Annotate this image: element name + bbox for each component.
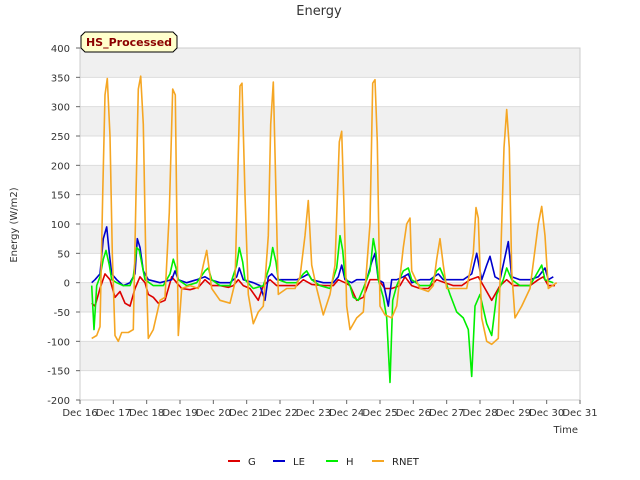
y-tick-label: 400 xyxy=(51,44,70,55)
x-tick-label: Dec 25 xyxy=(362,408,397,419)
y-axis-label: Energy (W/m2) xyxy=(9,187,20,262)
x-tick-label: Dec 23 xyxy=(296,408,331,419)
badge-label: HS_Processed xyxy=(86,36,172,49)
x-tick-label: Dec 30 xyxy=(529,408,564,419)
x-tick-label: Dec 26 xyxy=(396,408,431,419)
legend-label-le: LE xyxy=(293,457,305,468)
grid-lines xyxy=(79,47,581,401)
x-tick-label: Dec 29 xyxy=(496,408,531,419)
x-tick-label: Dec 22 xyxy=(262,408,297,419)
grid-band xyxy=(80,106,580,136)
x-tick-label: Dec 17 xyxy=(96,408,131,419)
y-tick-label: -150 xyxy=(47,367,70,378)
y-tick-label: 50 xyxy=(57,249,70,260)
y-tick-label: 250 xyxy=(51,132,70,143)
grid-band xyxy=(80,165,580,195)
y-tick-label: -50 xyxy=(54,308,70,319)
legend-label-h: H xyxy=(346,457,354,468)
y-tick-label: -100 xyxy=(47,337,70,348)
series-rnet-line xyxy=(91,75,558,346)
x-tick-label: Dec 16 xyxy=(62,408,97,419)
y-tick-label: 150 xyxy=(51,191,70,202)
x-tick-label: Dec 20 xyxy=(196,408,231,419)
x-tick-label: Dec 28 xyxy=(462,408,497,419)
grid-band xyxy=(80,224,580,254)
x-axis-label: Time xyxy=(553,425,578,436)
x-tick-label: Dec 19 xyxy=(162,408,197,419)
y-tick-label: 300 xyxy=(51,103,70,114)
x-tick-label: Dec 18 xyxy=(129,408,164,419)
legend: G LE H RNET xyxy=(228,457,420,468)
x-tick-label: Dec 31 xyxy=(562,408,597,419)
x-tick-label: Dec 27 xyxy=(429,408,464,419)
y-axis-ticks: 400 350 300 250 200 150 100 50 0 -50 -100 -150 -200 xyxy=(47,44,80,407)
y-tick-label: -200 xyxy=(47,396,70,407)
series-h-line xyxy=(90,234,554,384)
x-tick-label: Dec 24 xyxy=(329,408,364,419)
y-tick-label: 350 xyxy=(51,73,70,84)
y-tick-label: 100 xyxy=(51,220,70,231)
legend-label-g: G xyxy=(248,457,256,468)
legend-label-rnet: RNET xyxy=(392,457,420,468)
y-tick-label: 200 xyxy=(51,161,70,172)
chart-title: Energy xyxy=(296,4,342,19)
grid-band xyxy=(80,48,580,78)
grid-band xyxy=(80,341,580,371)
x-tick-label: Dec 21 xyxy=(229,408,264,419)
hs-processed-badge: HS_Processed xyxy=(80,31,178,53)
y-tick-label: 0 xyxy=(64,279,70,290)
series-lines xyxy=(90,75,558,384)
